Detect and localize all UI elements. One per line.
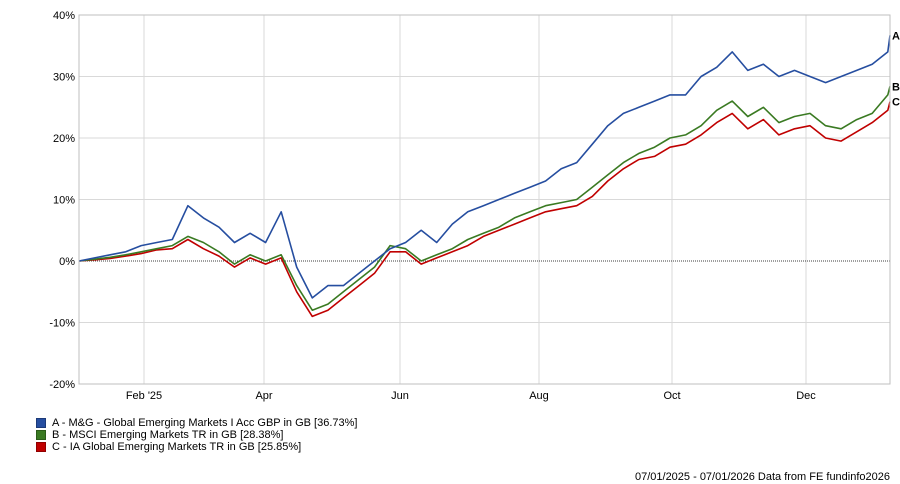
legend-item-c: C - IA Global Emerging Markets TR in GB … — [36, 441, 357, 453]
end-label-b: B — [892, 81, 900, 93]
series-lines — [78, 35, 891, 318]
x-tick-label: Apr — [255, 390, 272, 402]
legend-swatch-a — [36, 418, 46, 428]
line-chart: A BC 40% 30% 20% 10% 0% -10% -20% Feb '25 Apr Jun… — [49, 10, 900, 402]
legend-item-a: A - M&G - Global Emerging Markets I Acc … — [36, 417, 357, 429]
gridlines — [79, 14, 890, 385]
legend-label-b: B - MSCI Emerging Markets TR in GB [28.3… — [52, 429, 284, 441]
x-axis-tick-labels: Feb '25 Apr Jun Aug Oct Dec — [126, 390, 816, 402]
legend-swatch-b — [36, 430, 46, 440]
y-tick-label: -20% — [49, 379, 75, 391]
y-tick-label: 10% — [53, 195, 75, 207]
y-tick-label: -10% — [49, 318, 75, 330]
y-tick-label: 40% — [53, 10, 75, 22]
legend-label-c: C - IA Global Emerging Markets TR in GB … — [52, 441, 302, 453]
x-tick-label: Jun — [391, 390, 409, 402]
end-label-a: A — [892, 30, 900, 42]
plot-frame — [78, 14, 891, 385]
y-axis-tick-labels: 40% 30% 20% 10% 0% -10% -20% — [49, 10, 75, 391]
x-tick-label: Dec — [796, 390, 816, 402]
x-tick-label: Feb '25 — [126, 390, 162, 402]
legend-swatch-c — [36, 442, 46, 452]
series-line-b — [78, 86, 891, 312]
y-tick-label: 30% — [53, 72, 75, 84]
legend-label-a: A - M&G - Global Emerging Markets I Acc … — [52, 417, 358, 429]
x-tick-label: Aug — [529, 390, 549, 402]
legend: A - M&G - Global Emerging Markets I Acc … — [36, 417, 357, 453]
series-end-labels: A BC — [892, 30, 900, 108]
series-line-a — [78, 35, 891, 299]
x-tick-label: Oct — [663, 390, 680, 402]
y-tick-label: 20% — [53, 133, 75, 145]
legend-item-b: B - MSCI Emerging Markets TR in GB [28.3… — [36, 429, 357, 441]
y-tick-label: 0% — [59, 256, 75, 268]
data-source-footer: 07/01/2025 - 07/01/2026 Data from FE fun… — [634, 471, 890, 483]
series-line-c — [78, 101, 891, 318]
end-label-c: C — [892, 97, 900, 109]
